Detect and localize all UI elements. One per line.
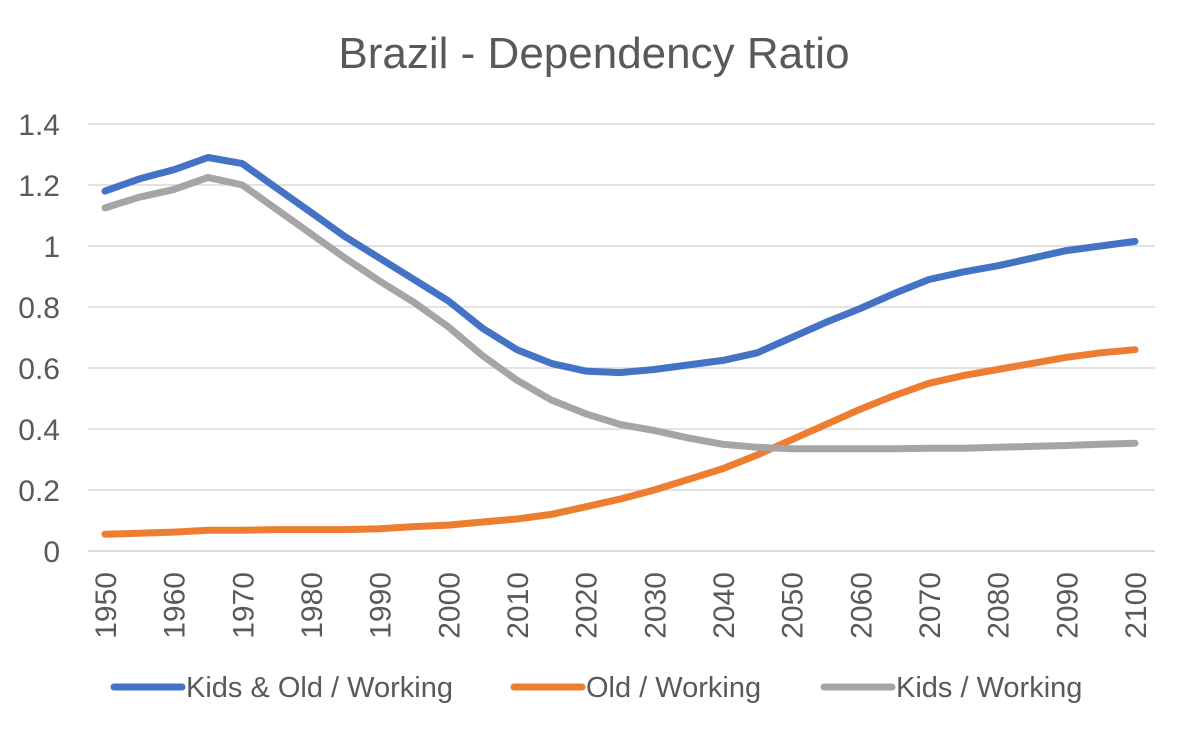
- x-tick-label: 1970: [227, 572, 260, 639]
- series-line: [101, 154, 1139, 377]
- gridlines: [88, 123, 1155, 552]
- x-tick-label: 1950: [90, 572, 123, 639]
- legend: Kids & Old / Working Old / Working Kids / …: [110, 672, 1082, 704]
- x-axis-ticks: 1950 1960 1970 1980 1990 2000 2010 2020 2030 2040…: [90, 572, 1153, 639]
- x-tick-label: 2030: [639, 572, 672, 639]
- x-tick-label: 1980: [296, 572, 329, 639]
- x-tick-label: 2060: [845, 572, 878, 639]
- y-tick-label: 0.2: [18, 475, 60, 508]
- y-tick-label: 0.6: [18, 353, 60, 386]
- series-lines: [101, 154, 1139, 538]
- y-tick-label: 0.4: [18, 414, 60, 447]
- legend-label: Kids & Old / Working: [186, 672, 453, 704]
- x-tick-label: 2070: [914, 572, 947, 639]
- legend-label: Old / Working: [586, 672, 761, 704]
- x-tick-label: 1990: [365, 572, 398, 639]
- y-tick-label: 1.2: [18, 170, 60, 203]
- series-line: [101, 346, 1139, 538]
- series-line: [101, 173, 1139, 453]
- y-tick-label: 1: [43, 231, 60, 264]
- legend-label: Kids / Working: [896, 672, 1082, 704]
- x-tick-label: 2020: [571, 572, 604, 639]
- y-tick-label: 1.4: [18, 109, 60, 142]
- x-tick-label: 2000: [433, 572, 466, 639]
- y-axis-ticks: 0 0.2 0.4 0.6 0.8 1 1.2 1.4: [18, 109, 60, 569]
- x-tick-label: 1960: [159, 572, 192, 639]
- y-tick-label: 0: [43, 536, 60, 569]
- x-tick-label: 2050: [777, 572, 810, 639]
- x-tick-label: 2100: [1120, 572, 1153, 639]
- y-tick-label: 0.8: [18, 292, 60, 325]
- x-tick-label: 2040: [708, 572, 741, 639]
- x-tick-label: 2010: [502, 572, 535, 639]
- x-tick-label: 2090: [1051, 572, 1084, 639]
- chart-title: Brazil - Dependency Ratio: [338, 29, 849, 78]
- x-tick-label: 2080: [983, 572, 1016, 639]
